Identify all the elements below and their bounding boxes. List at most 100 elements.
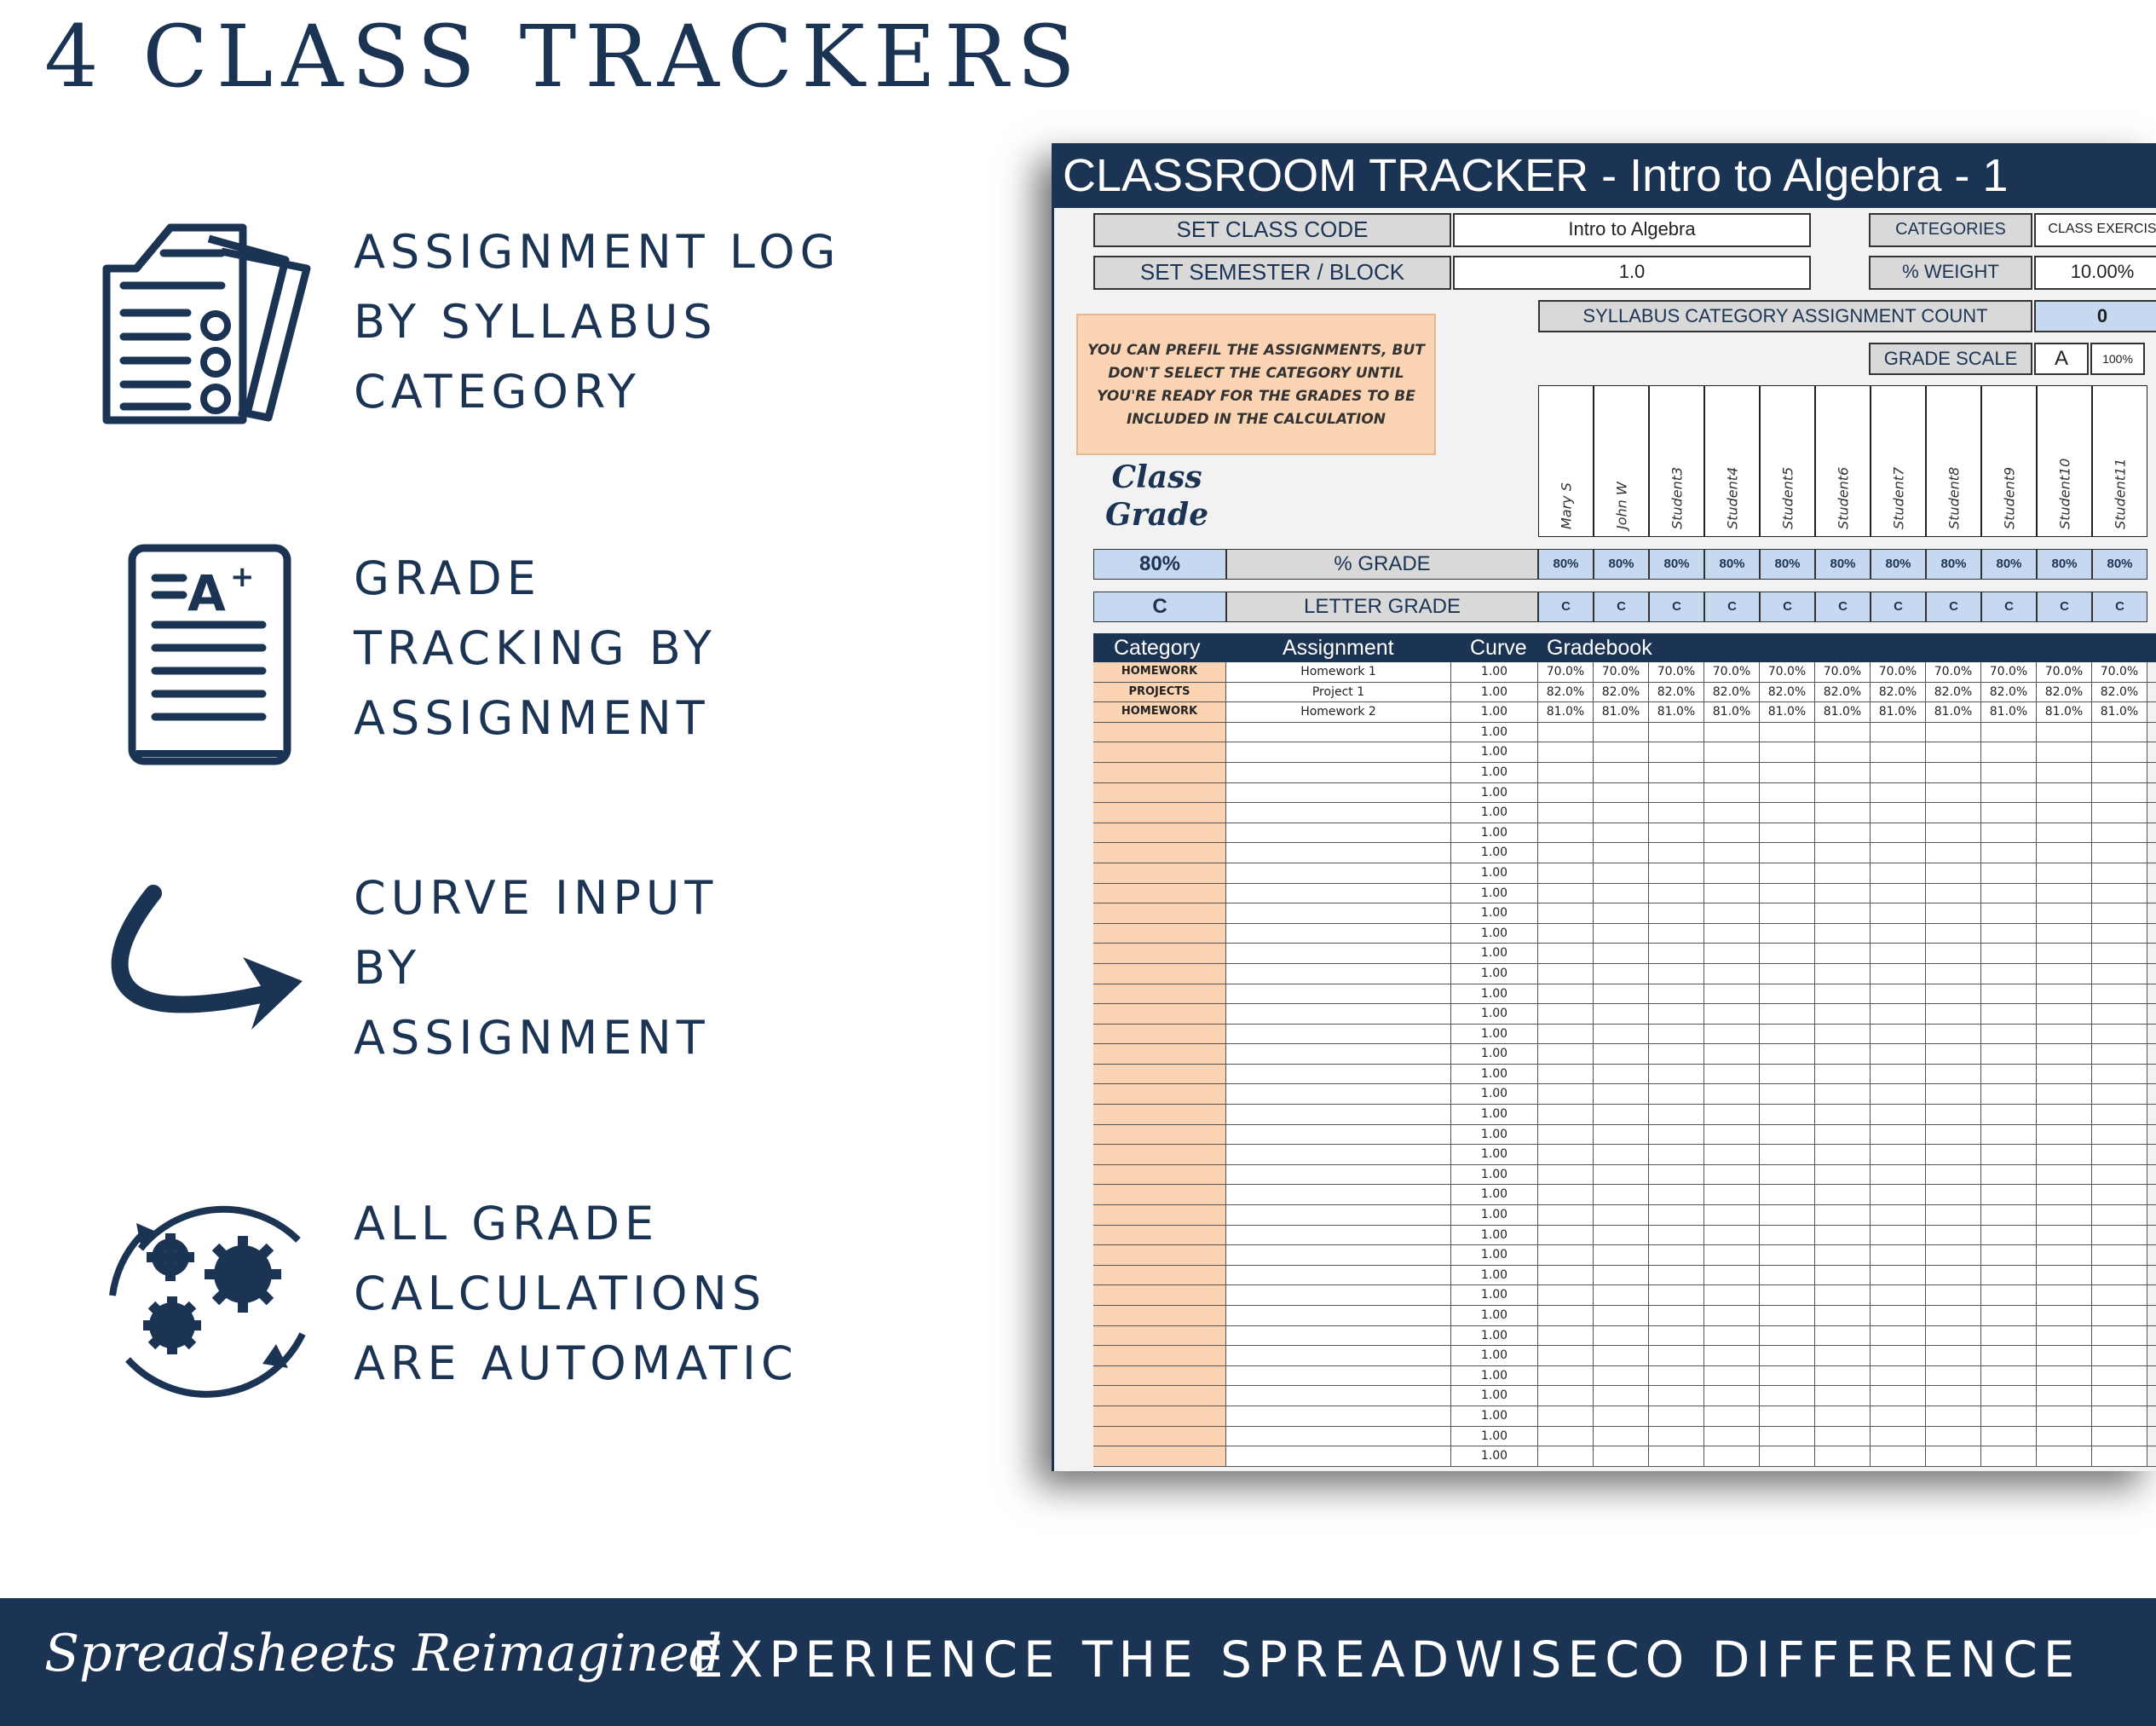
grade-cell[interactable]: [1704, 1164, 1760, 1185]
grade-cell[interactable]: [1649, 1105, 1704, 1124]
grade-cell[interactable]: [1538, 883, 1594, 903]
grade-cell[interactable]: [1760, 742, 1815, 762]
grade-cell[interactable]: [2092, 963, 2147, 984]
grade-cell[interactable]: [1926, 963, 1981, 984]
category-cell[interactable]: [1093, 1105, 1226, 1124]
grade-cell[interactable]: [1981, 883, 2037, 903]
grade-cell[interactable]: [1704, 1446, 1760, 1466]
curve-cell[interactable]: 1.00: [1451, 1084, 1538, 1105]
grade-cell[interactable]: [1594, 1225, 1649, 1245]
grade-cell[interactable]: [1926, 1386, 1981, 1406]
grade-cell[interactable]: [1704, 963, 1760, 984]
grade-cell[interactable]: [2092, 1164, 2147, 1185]
grade-cell[interactable]: [1538, 1245, 1594, 1265]
grade-cell[interactable]: [1981, 1185, 2037, 1205]
category-cell[interactable]: [1093, 1245, 1226, 1265]
category-cell[interactable]: [1093, 823, 1226, 843]
grade-cell[interactable]: [1649, 984, 1704, 1004]
grade-cell[interactable]: [2092, 1124, 2147, 1145]
grade-cell[interactable]: [2092, 1044, 2147, 1064]
grade-cell[interactable]: 81.0%: [1538, 702, 1594, 722]
grade-cell[interactable]: [1815, 1406, 1871, 1426]
assignment-cell[interactable]: [1226, 1004, 1451, 1024]
assignment-cell[interactable]: [1226, 843, 1451, 863]
assignment-cell[interactable]: [1226, 923, 1451, 944]
grade-cell[interactable]: [1594, 963, 1649, 984]
grade-cell[interactable]: [2037, 1406, 2092, 1426]
grade-cell[interactable]: [2037, 1265, 2092, 1285]
curve-cell[interactable]: 1.00: [1451, 944, 1538, 963]
category-cell[interactable]: [1093, 782, 1226, 803]
grade-cell[interactable]: [1594, 1185, 1649, 1205]
grade-cell[interactable]: [1538, 1084, 1594, 1105]
grade-cell[interactable]: [2037, 903, 2092, 923]
grade-cell[interactable]: [1760, 1365, 1815, 1386]
grade-cell[interactable]: [1594, 823, 1649, 843]
curve-cell[interactable]: 1.00: [1451, 984, 1538, 1004]
assignment-cell[interactable]: [1226, 742, 1451, 762]
grade-cell[interactable]: [1815, 1346, 1871, 1365]
grade-cell[interactable]: 81.0%: [1760, 702, 1815, 722]
grade-cell[interactable]: [1871, 843, 1926, 863]
student-header[interactable]: Mary S: [1538, 385, 1594, 537]
assignment-cell[interactable]: [1226, 984, 1451, 1004]
grade-cell[interactable]: [1760, 1446, 1815, 1466]
grade-cell[interactable]: [1538, 1265, 1594, 1285]
grade-cell[interactable]: [1594, 1044, 1649, 1064]
grade-cell[interactable]: [1871, 923, 1926, 944]
grade-cell[interactable]: [1981, 984, 2037, 1004]
grade-cell[interactable]: [1538, 1386, 1594, 1406]
grade-cell[interactable]: [1649, 1426, 1704, 1446]
curve-cell[interactable]: 1.00: [1451, 1265, 1538, 1285]
grade-cell[interactable]: [1981, 722, 2037, 742]
grade-cell[interactable]: [2037, 1325, 2092, 1346]
grade-cell[interactable]: [1981, 944, 2037, 963]
category-cell[interactable]: [1093, 843, 1226, 863]
grade-cell[interactable]: [1926, 1164, 1981, 1185]
grade-cell[interactable]: 82.0%: [1926, 682, 1981, 702]
grade-cell[interactable]: [1649, 1245, 1704, 1265]
grade-cell[interactable]: [1871, 944, 1926, 963]
student-header[interactable]: Student5: [1760, 385, 1815, 537]
assignment-cell[interactable]: [1226, 1446, 1451, 1466]
grade-cell[interactable]: [1926, 1346, 1981, 1365]
grade-cell[interactable]: [1594, 1064, 1649, 1084]
grade-cell[interactable]: [1871, 823, 1926, 843]
curve-cell[interactable]: 1.00: [1451, 1285, 1538, 1305]
grade-cell[interactable]: [2037, 1346, 2092, 1365]
grade-cell[interactable]: [1871, 803, 1926, 823]
grade-cell[interactable]: [1594, 1325, 1649, 1346]
grade-cell[interactable]: [1538, 1225, 1594, 1245]
grade-cell[interactable]: [2092, 1426, 2147, 1446]
grade-cell[interactable]: [1538, 1406, 1594, 1426]
grade-cell[interactable]: [1760, 1024, 1815, 1044]
grade-cell[interactable]: [2092, 782, 2147, 803]
grade-cell[interactable]: [1871, 1004, 1926, 1024]
grade-cell[interactable]: [1871, 1225, 1926, 1245]
grade-cell[interactable]: [1594, 1426, 1649, 1446]
weight-field[interactable]: 10.00%: [2034, 256, 2156, 290]
grade-cell[interactable]: [1815, 1265, 1871, 1285]
grade-cell[interactable]: [1649, 1365, 1704, 1386]
grade-cell[interactable]: [1981, 1225, 2037, 1245]
grade-cell[interactable]: [1538, 1426, 1594, 1446]
grade-cell[interactable]: [2037, 1225, 2092, 1245]
grade-cell[interactable]: [1704, 1145, 1760, 1164]
grade-cell[interactable]: [1538, 963, 1594, 984]
grade-cell[interactable]: [2092, 823, 2147, 843]
grade-cell[interactable]: 82.0%: [2037, 682, 2092, 702]
category-cell[interactable]: [1093, 963, 1226, 984]
grade-cell[interactable]: [1981, 1024, 2037, 1044]
grade-cell[interactable]: [1871, 1145, 1926, 1164]
grade-cell[interactable]: [1871, 1024, 1926, 1044]
grade-cell[interactable]: [1594, 1346, 1649, 1365]
assignment-cell[interactable]: [1226, 963, 1451, 984]
grade-cell[interactable]: 82.0%: [1815, 682, 1871, 702]
grade-cell[interactable]: [1815, 1365, 1871, 1386]
student-header[interactable]: Student7: [1871, 385, 1926, 537]
grade-cell[interactable]: [1871, 1426, 1926, 1446]
category-cell[interactable]: [1093, 944, 1226, 963]
grade-cell[interactable]: [1981, 782, 2037, 803]
category-cell[interactable]: [1093, 1124, 1226, 1145]
grade-cell[interactable]: [1760, 1265, 1815, 1285]
